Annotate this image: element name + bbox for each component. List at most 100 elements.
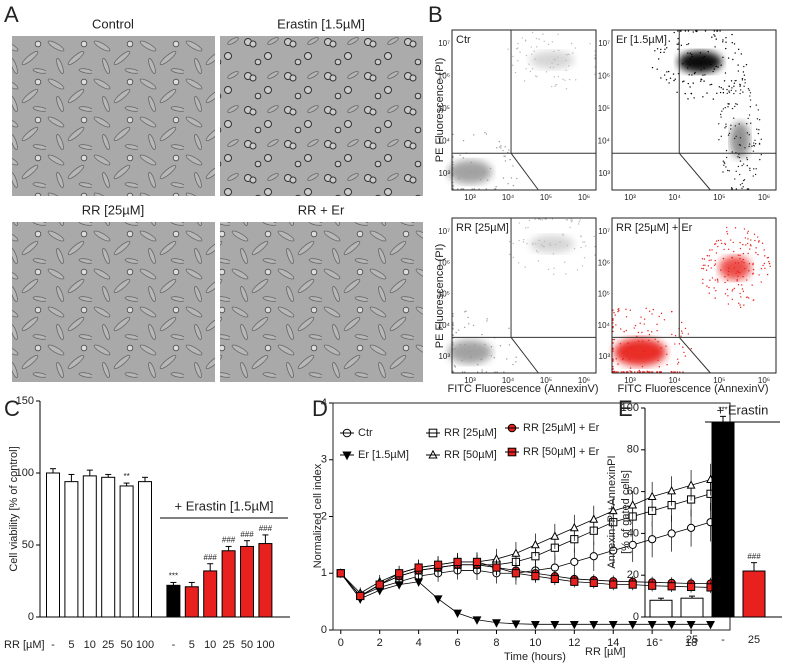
cell-dot	[759, 158, 761, 161]
cell-dot	[722, 88, 724, 90]
cell-dot	[515, 356, 517, 358]
cell-dot	[739, 89, 742, 91]
cell-dot	[648, 333, 651, 336]
cell-dot	[761, 242, 764, 245]
flow-x-tick-label: 10³	[464, 376, 476, 385]
cell-dot	[738, 123, 740, 125]
plot-frame	[332, 402, 731, 631]
cell-dot	[726, 88, 728, 91]
panel-letter: A	[4, 2, 19, 27]
cell-dot	[736, 279, 738, 281]
flow-y-tick-label: 10⁴	[438, 137, 451, 146]
cell-dot	[553, 76, 556, 78]
flow-y-tick-label: 10⁷	[598, 227, 610, 236]
cell-dot	[519, 51, 521, 53]
image-title: Erastin [1.5µM]	[277, 16, 365, 31]
cell-dot	[709, 249, 711, 251]
plot-frame	[611, 217, 777, 374]
cell-dot	[764, 255, 766, 257]
cell-dot	[452, 181, 454, 184]
cell-dot	[749, 169, 751, 172]
significance: ###	[204, 553, 218, 562]
cell-dot	[710, 83, 713, 86]
cell-dot	[723, 164, 725, 166]
cell-dot	[452, 169, 454, 172]
cell-dot	[710, 259, 712, 261]
cell-dot	[747, 238, 749, 240]
plot-frame	[611, 29, 777, 191]
cell-dot	[768, 262, 771, 265]
cell-dot	[742, 243, 744, 246]
cell-dot	[553, 58, 555, 60]
cell-cloud	[730, 122, 750, 158]
cell-dot	[518, 222, 520, 224]
cell-dot	[651, 66, 654, 69]
cell-dot	[613, 312, 615, 314]
gate-line	[678, 152, 711, 191]
cell-dot	[763, 249, 765, 251]
cell-dot	[643, 323, 645, 325]
cell-dot	[503, 371, 505, 373]
flow-x-tick-label: 10⁴	[502, 376, 515, 385]
cell-dot	[738, 302, 740, 304]
micrograph	[12, 36, 215, 196]
flow-y-tick-label: 10⁵	[598, 104, 610, 113]
point	[550, 531, 560, 540]
cell-dot	[674, 335, 677, 337]
cell-dot	[666, 71, 668, 73]
cell-dot	[733, 287, 736, 290]
cell-dot	[664, 48, 666, 51]
cell-dot	[581, 265, 584, 267]
cell-dot	[628, 358, 631, 360]
cell-dot	[751, 145, 753, 147]
cell-dot	[525, 68, 527, 70]
cell-dot	[709, 279, 711, 281]
cell-dot	[452, 175, 454, 177]
cell-dot	[731, 87, 733, 89]
cell-dot	[727, 248, 730, 250]
gate-line	[510, 152, 539, 191]
cell-dot	[641, 365, 644, 368]
cell-dot	[739, 292, 741, 295]
x-tick-label: 25	[102, 639, 114, 651]
cell-dot	[677, 30, 679, 32]
cell-dot	[733, 85, 735, 87]
cell-dot	[486, 318, 488, 320]
cell-dot	[744, 237, 747, 239]
cell-dot	[741, 288, 744, 290]
cell-dot	[758, 240, 760, 242]
cell-dot	[743, 261, 745, 264]
bar	[221, 550, 236, 618]
cell-dot	[702, 96, 704, 98]
cell-dot	[657, 340, 659, 343]
cell-dot	[666, 364, 668, 366]
cell-dot	[539, 219, 542, 221]
cell-dot	[452, 186, 454, 188]
cell-dot	[559, 241, 561, 243]
cell-dot	[743, 85, 745, 87]
cell-dot	[551, 218, 554, 220]
x-tick-label: 0	[338, 637, 344, 649]
cell-dot	[690, 92, 693, 95]
cell-dot	[732, 288, 734, 291]
flow-y-tick-label: 10⁴	[598, 137, 611, 146]
cell-dot	[462, 157, 465, 159]
cell-dot	[728, 103, 730, 105]
cell-dot	[734, 80, 736, 82]
cell-dot	[711, 36, 713, 38]
cell-dot	[532, 243, 534, 245]
cell-dot	[748, 270, 750, 272]
cell-dot	[528, 219, 531, 222]
cell-dot	[747, 230, 749, 232]
cell-dot	[594, 73, 596, 76]
x-tick-label: 5	[68, 639, 74, 651]
cell-dot	[743, 74, 746, 76]
cell-dot	[754, 239, 756, 242]
cell-dot	[555, 84, 558, 86]
point	[472, 557, 482, 566]
cell-dot	[565, 69, 567, 72]
cell-dot	[742, 71, 745, 73]
cell-dot	[660, 371, 662, 373]
legend-label: RR [25µM] + Er	[523, 422, 600, 434]
